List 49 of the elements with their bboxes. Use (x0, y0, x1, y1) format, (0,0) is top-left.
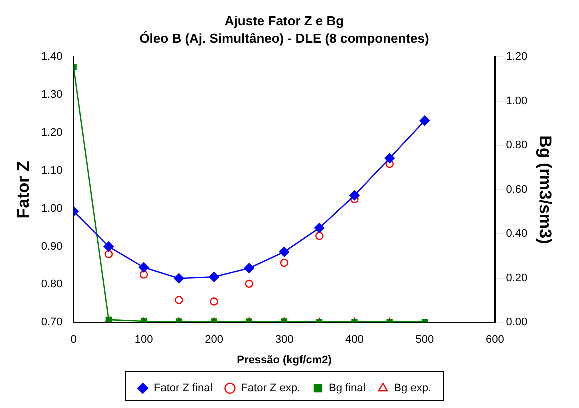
point (384, 153, 395, 164)
y2-tick-label: 1.00 (506, 95, 528, 108)
point (279, 246, 290, 258)
point (175, 296, 184, 304)
y-tick-label: 1.20 (41, 127, 63, 140)
x-tick-label: 500 (416, 334, 434, 346)
point (350, 190, 360, 201)
y-axis-title: Fator Z (14, 161, 33, 219)
point (420, 116, 430, 126)
y2-tick-label: 0.20 (506, 272, 528, 284)
chart-title: Ajuste Fator Z e Bg (224, 13, 344, 28)
x-tick-label: 200 (205, 334, 224, 346)
x-tick-label: 300 (275, 334, 294, 346)
y2-axis-title: Bg (rm3/sm3) (536, 136, 556, 244)
y-tick-label: 0.90 (41, 240, 63, 253)
y2-tick-label: 1.20 (506, 51, 528, 64)
y2-tick-label: 0.40 (506, 228, 528, 240)
point (245, 280, 254, 288)
legend-label: Fator Z exp. (241, 382, 300, 395)
point (140, 270, 148, 279)
point (314, 223, 325, 234)
y2-tick-label: 0.60 (506, 184, 528, 196)
legend-label: Bg exp. (394, 382, 432, 395)
point (209, 272, 220, 282)
x-tick-label: 0 (70, 334, 77, 346)
point (138, 262, 150, 273)
x-axis-title: Pressão (kgf/cm2) (237, 354, 332, 366)
x-tick-label: 100 (134, 334, 154, 346)
point (280, 258, 289, 268)
point (316, 232, 324, 240)
y-tick-label: 0.80 (41, 278, 63, 291)
y-tick-label: 1.10 (41, 164, 63, 177)
y2-tick-label: 0.00 (506, 316, 528, 329)
point (386, 160, 394, 168)
chart-subtitle: Óleo B (Aj. Simultâneo) - DLE (8 componentes) (140, 30, 430, 46)
legend-label: Bg final (328, 382, 366, 395)
x-tick-label: 600 (486, 334, 504, 346)
y-tick-label: 1.40 (41, 51, 63, 64)
y-tick-label: 0.70 (41, 316, 63, 329)
y-tick-label: 1.30 (41, 89, 63, 102)
y-tick-label: 1.00 (41, 202, 63, 215)
point (244, 263, 254, 274)
legend-label: Fator Z final (154, 382, 213, 395)
point (104, 250, 114, 258)
y2-tick-label: 0.80 (506, 140, 528, 152)
point (210, 298, 218, 306)
point (174, 274, 184, 284)
point (104, 242, 114, 252)
x-tick-label: 400 (346, 334, 364, 346)
